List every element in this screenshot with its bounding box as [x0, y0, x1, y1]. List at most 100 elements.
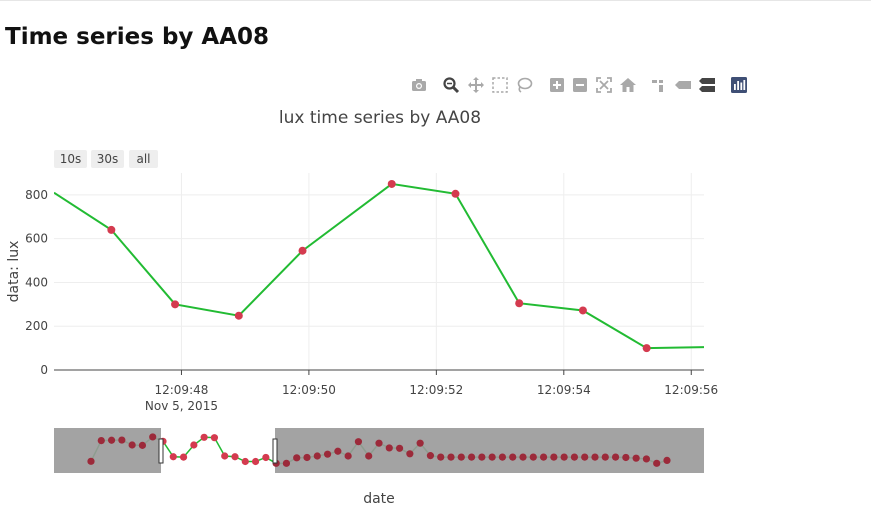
range-slider-point [97, 437, 105, 445]
range-button-bg [129, 150, 158, 168]
range-button-10s[interactable]: 10s [54, 150, 87, 168]
range-slider-point [406, 450, 414, 458]
range-slider-point [385, 444, 393, 452]
zoom-icon[interactable] [442, 76, 460, 94]
data-point [578, 306, 587, 315]
range-slider-point [437, 453, 445, 461]
range-slider-point [632, 454, 640, 462]
range-slider-point [591, 453, 599, 461]
lasso-icon[interactable] [515, 76, 533, 94]
y-axis-title: data: lux [6, 241, 22, 303]
range-slider-point [601, 453, 609, 461]
range-slider-point [262, 453, 270, 462]
chart-title: lux time series by AA08 [279, 108, 481, 128]
range-button-30s[interactable]: 30s [91, 150, 124, 168]
range-slider-point [323, 450, 332, 458]
range-slider-point [87, 457, 95, 465]
range-button-label: 10s [60, 152, 82, 166]
box-select-icon[interactable] [491, 76, 509, 94]
range-slider-point [642, 455, 651, 463]
y-tick-label: 200 [25, 319, 48, 333]
range-button-bg [54, 150, 87, 168]
range-slider-point [354, 438, 363, 446]
range-slider-point [622, 453, 630, 462]
range-slider-point [303, 453, 311, 462]
data-point [171, 300, 180, 309]
range-slider-point [550, 453, 558, 461]
data-point [234, 311, 243, 320]
data-point [642, 344, 651, 353]
range-slider-point [313, 452, 321, 460]
range-slider-point [365, 452, 373, 460]
range-handle-right[interactable] [272, 438, 278, 464]
x-tick-label: 12:09:50 [282, 383, 336, 397]
range-slider-point [149, 433, 157, 441]
range-handle-left[interactable] [158, 438, 164, 464]
x-tick-label: 12:09:54 [537, 383, 591, 397]
range-slider-point [128, 441, 136, 449]
range-slider-point [221, 452, 229, 460]
range-slider-point [210, 434, 219, 442]
range-slider-point [581, 453, 589, 461]
range-slider-point [179, 453, 188, 461]
y-tick-label: 600 [25, 232, 48, 246]
range-slider-point [467, 453, 476, 461]
pan-icon[interactable] [467, 76, 485, 94]
range-slider-point [611, 453, 620, 461]
range-slider-point [447, 453, 455, 461]
range-slider-point [200, 433, 208, 441]
x-tick-label: 12:09:52 [409, 383, 463, 397]
range-slider-point [519, 453, 527, 461]
page-title: Time series by AA08 [5, 24, 270, 50]
zoom-in-icon[interactable] [548, 76, 566, 94]
series-group [54, 179, 714, 353]
range-button-all[interactable]: all [129, 150, 158, 168]
range-slider-point [498, 453, 507, 461]
range-slider-point [426, 452, 435, 460]
range-button-bg [91, 150, 124, 168]
y-tick-label: 400 [25, 275, 48, 289]
range-button-label: all [136, 152, 150, 166]
range-slider-point [539, 453, 548, 461]
range-slider-point [529, 453, 537, 461]
autoscale-icon[interactable] [595, 76, 613, 94]
range-slider-point [457, 453, 465, 461]
hover-closest-icon[interactable] [674, 76, 692, 94]
spike-lines-icon[interactable] [649, 76, 667, 94]
data-point [515, 299, 524, 308]
range-slider-point [169, 453, 177, 461]
range-slider-point [344, 452, 352, 460]
range-slider-point [282, 459, 291, 467]
range-slider-point [416, 439, 424, 447]
range-slider-point [663, 456, 671, 464]
x-date-label: Nov 5, 2015 [145, 399, 218, 413]
range-slider-point [478, 453, 486, 461]
hover-compare-icon[interactable] [698, 76, 716, 94]
camera-icon[interactable] [410, 76, 428, 94]
data-point [706, 343, 714, 351]
range-slider-point [560, 453, 568, 461]
data-point [298, 246, 307, 255]
range-slider-point [488, 453, 496, 461]
x-axis-title: date [363, 491, 395, 507]
range-slider-point [118, 436, 126, 444]
y-tick-label: 0 [40, 363, 48, 377]
x-tick-label: 12:09:48 [154, 383, 208, 397]
zoom-out-icon[interactable] [571, 76, 589, 94]
range-slider-point [251, 457, 260, 466]
range-mask-right [275, 428, 704, 473]
plotly-logo-icon[interactable] [730, 76, 748, 94]
range-slider-point [241, 457, 249, 466]
range-slider-point [509, 453, 517, 461]
range-slider-point [293, 454, 301, 462]
range-slider[interactable] [54, 428, 704, 473]
series-line [54, 182, 704, 350]
range-slider-point [653, 459, 661, 467]
data-point [451, 189, 460, 198]
range-mask-left [54, 428, 161, 473]
reset-axes-icon[interactable] [619, 76, 637, 94]
data-point [107, 225, 116, 234]
data-point [387, 179, 396, 188]
range-slider-point [231, 453, 239, 461]
